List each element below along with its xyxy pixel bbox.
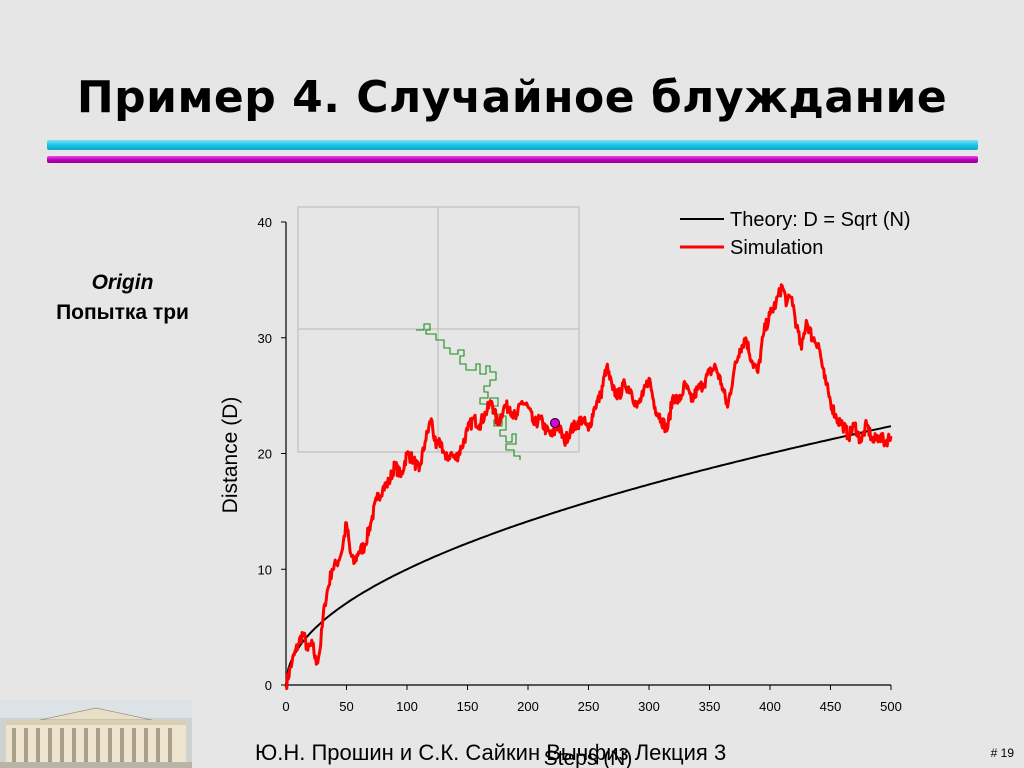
y-ticks: 0 10 20 30 40 [258,215,286,693]
side-label: Origin Попытка три [10,268,235,328]
legend-theory-label: Theory: D = Sqrt (N) [730,209,911,231]
x-tick-label: 0 [282,699,289,714]
x-tick-label: 300 [638,699,660,714]
side-label-attempt: Попытка три [56,301,189,324]
x-tick-label: 350 [699,699,721,714]
x-tick-label: 400 [759,699,781,714]
y-tick-label: 10 [258,562,272,577]
x-tick-label: 450 [820,699,842,714]
y-axis-label: Distance (D) [219,397,242,514]
side-label-origin: Origin [91,271,154,294]
y-tick-label: 0 [265,678,272,693]
theory-series-line [285,425,892,686]
x-tick-label: 100 [396,699,418,714]
walker-marker [550,418,560,428]
page-number: # 19 [990,746,1014,760]
x-tick-label: 50 [339,699,353,714]
y-tick-label: 30 [258,331,272,346]
building-photo [0,700,192,768]
title-underline-magenta [47,156,978,163]
x-tick-label: 250 [578,699,600,714]
x-tick-label: 150 [457,699,479,714]
y-tick-label: 20 [258,447,272,462]
x-tick-label: 500 [880,699,902,714]
x-ticks: 0 50 100 150 200 250 300 350 400 450 500 [282,685,902,714]
slide-title: Пример 4. Случайное блуждание [76,72,948,123]
x-axis-label: Steps (N) [544,747,633,768]
title-underline-cyan [47,140,978,150]
y-tick-label: 40 [258,215,272,230]
legend-simulation-label: Simulation [730,237,823,259]
walk-path [416,323,521,460]
simulation-series-line [284,283,893,690]
footer-credits: Ю.Н. Прошин и С.К. Сайкин Вычфиз Лекция … [255,740,727,765]
x-tick-label: 200 [517,699,539,714]
legend: Theory: D = Sqrt (N) Simulation [680,209,911,259]
